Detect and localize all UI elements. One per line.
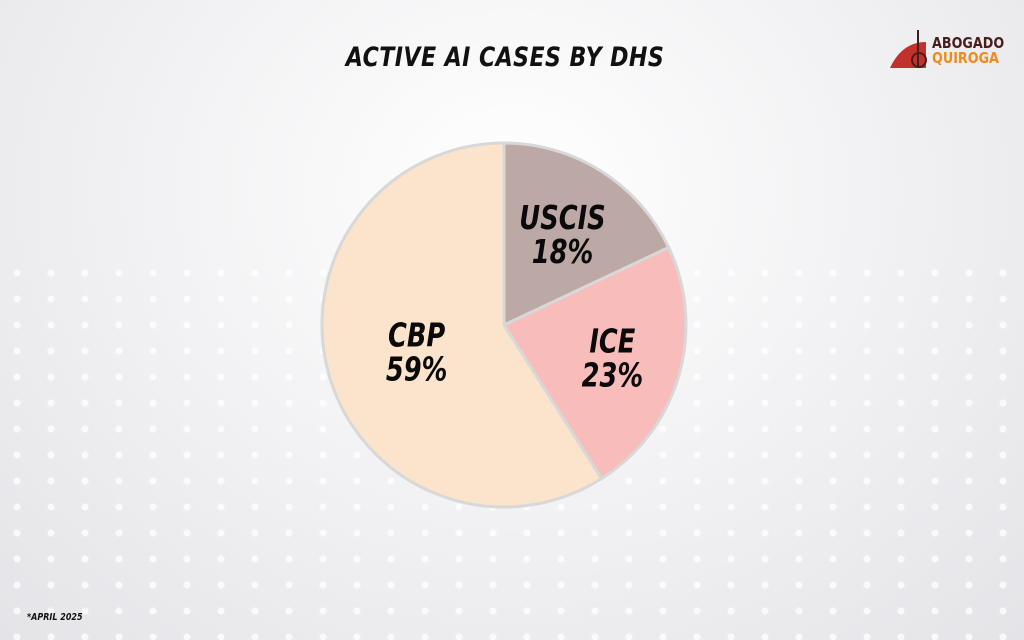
logo: ABOGADO QUIROGA	[888, 28, 1018, 74]
footnote: *APRIL 2025	[27, 612, 83, 623]
slice-label-uscis: USCIS 18%	[519, 199, 605, 271]
slice-value: 18%	[532, 233, 594, 271]
slice-label-ice: ICE 23%	[582, 322, 644, 394]
slice-name: CBP	[388, 316, 446, 354]
pie-slice-ice	[501, 245, 688, 481]
logo-text-line2: QUIROGA	[932, 49, 999, 67]
slice-value: 59%	[386, 350, 448, 388]
logo-text-line1: ABOGADO	[932, 34, 1005, 52]
slice-value: 23%	[582, 356, 644, 394]
slice-label-cbp: CBP 59%	[386, 316, 448, 388]
pie-slice-cbp	[320, 141, 604, 509]
logo-mark-icon	[890, 30, 927, 68]
slice-name: ICE	[589, 322, 635, 360]
chart-title: ACTIVE AI CASES BY DHS	[345, 42, 665, 73]
slice-name: USCIS	[519, 199, 605, 237]
pie-slice-uscis	[502, 141, 671, 328]
